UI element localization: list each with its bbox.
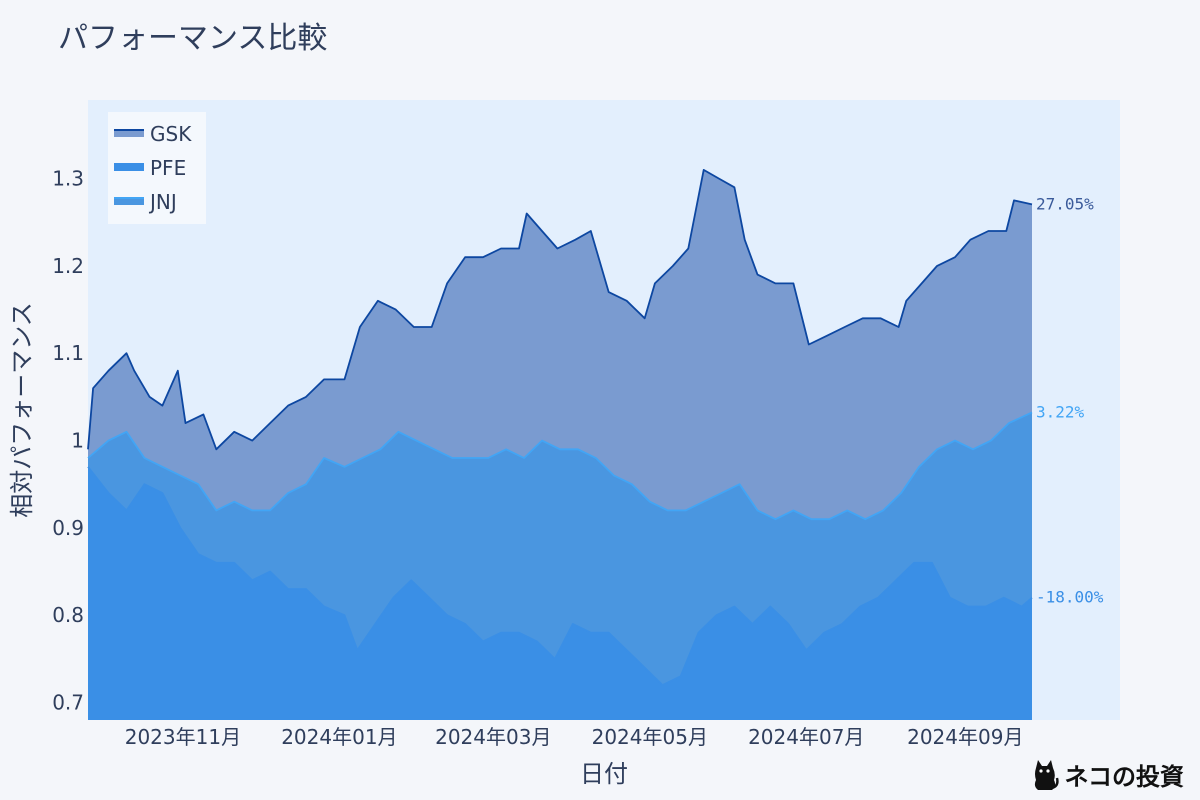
y-tick-label: 1.2 xyxy=(52,254,84,278)
x-tick-label: 2023年11月 xyxy=(125,725,241,749)
y-axis-ticks: 0.7 0.8 0.9 1 1.1 1.2 1.3 xyxy=(52,167,84,715)
legend-label-pfe[interactable]: PFE xyxy=(150,156,186,180)
legend[interactable]: GSK PFE JNJ xyxy=(108,112,206,224)
series-lines xyxy=(87,168,1033,686)
y-tick-label: 1.3 xyxy=(52,167,84,191)
y-axis-title: 相対パフォーマンス xyxy=(8,302,36,518)
watermark: ネコの投資 xyxy=(1030,757,1184,792)
legend-label-jnj[interactable]: JNJ xyxy=(148,190,177,214)
y-tick-label: 0.9 xyxy=(52,516,84,540)
watermark-text: ネコの投資 xyxy=(1064,763,1184,791)
end-labels: 27.05% -18.00% 3.22% xyxy=(1036,194,1104,606)
cat-icon xyxy=(1030,758,1060,792)
chart-title: パフォーマンス比較 xyxy=(58,21,327,56)
line-pfe[interactable] xyxy=(87,466,1033,686)
x-tick-label: 2024年07月 xyxy=(748,725,864,749)
x-tick-label: 2024年05月 xyxy=(592,725,708,749)
end-label-gsk: 27.05% xyxy=(1036,194,1094,213)
line-gsk[interactable] xyxy=(87,168,1033,451)
legend-swatch-gsk[interactable] xyxy=(114,130,144,137)
legend-label-gsk[interactable]: GSK xyxy=(150,122,192,146)
x-tick-label: 2024年09月 xyxy=(907,725,1023,749)
legend-swatch-jnj[interactable] xyxy=(114,198,144,205)
x-tick-label: 2024年03月 xyxy=(435,725,551,749)
x-axis-title: 日付 xyxy=(580,760,628,788)
series-areas xyxy=(88,169,1032,720)
y-tick-label: 0.8 xyxy=(52,603,84,627)
y-tick-label: 1 xyxy=(71,429,84,453)
area-pfe xyxy=(88,466,1032,720)
y-tick-label: 1.1 xyxy=(52,341,84,365)
end-label-pfe: -18.00% xyxy=(1036,588,1104,607)
line-jnj[interactable] xyxy=(87,411,1033,521)
x-axis-ticks: 2023年11月 2024年01月 2024年03月 2024年05月 2024年07月… xyxy=(125,725,1024,749)
y-tick-label: 0.7 xyxy=(52,691,84,715)
x-tick-label: 2024年01月 xyxy=(281,725,397,749)
end-label-jnj: 3.22% xyxy=(1036,402,1085,421)
legend-swatch-pfe[interactable] xyxy=(114,164,144,171)
